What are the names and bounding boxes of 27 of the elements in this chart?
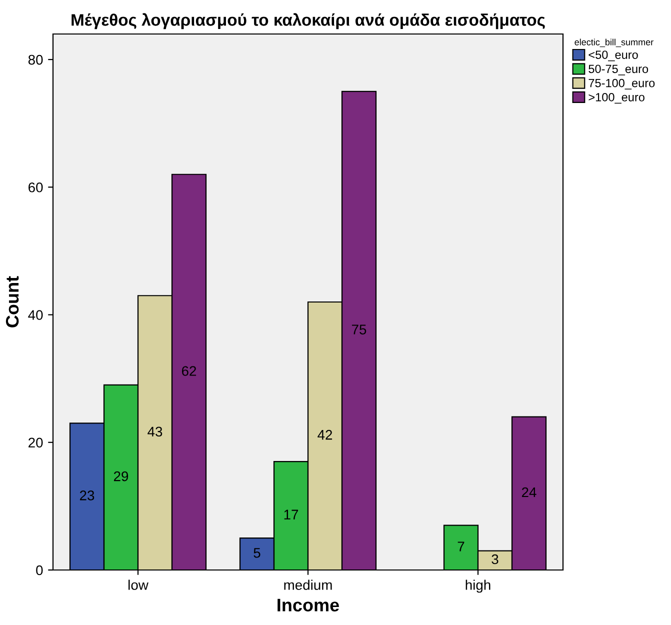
data-label: 75 <box>352 324 366 334</box>
legend-title: electic_bill_summer <box>574 38 654 48</box>
data-label: 23 <box>80 490 94 500</box>
y-axis-title: Count <box>6 276 19 328</box>
y-tick-label: 0 <box>36 565 43 576</box>
data-label: 42 <box>318 430 332 440</box>
data-label: 29 <box>114 471 128 482</box>
legend-label: 75-100_euro <box>588 78 655 90</box>
x-tick-label: high <box>466 580 490 593</box>
data-label: 17 <box>284 510 298 520</box>
chart-title: Μέγεθος λογαριασμού το καλοκαίρι ανά ομάδα εισοδήματος <box>72 13 545 30</box>
y-tick-label: 60 <box>28 182 43 192</box>
y-tick-label: 40 <box>28 310 43 320</box>
legend-label: >100_euro <box>588 92 644 104</box>
x-tick-label: medium <box>284 580 332 590</box>
data-label: 24 <box>522 487 536 498</box>
data-label: 62 <box>182 366 196 376</box>
y-tick-label: 80 <box>28 54 43 65</box>
data-label: 7 <box>458 542 464 552</box>
legend-label: 50-75_euro <box>588 64 648 76</box>
data-label: 43 <box>148 426 162 437</box>
y-tick-label: 20 <box>28 438 43 448</box>
x-tick-label: low <box>128 580 148 590</box>
legend-label: <50_euro <box>588 50 638 62</box>
x-axis-title: Income <box>278 598 339 612</box>
data-label: 3 <box>492 554 498 564</box>
data-label: 5 <box>254 548 260 558</box>
